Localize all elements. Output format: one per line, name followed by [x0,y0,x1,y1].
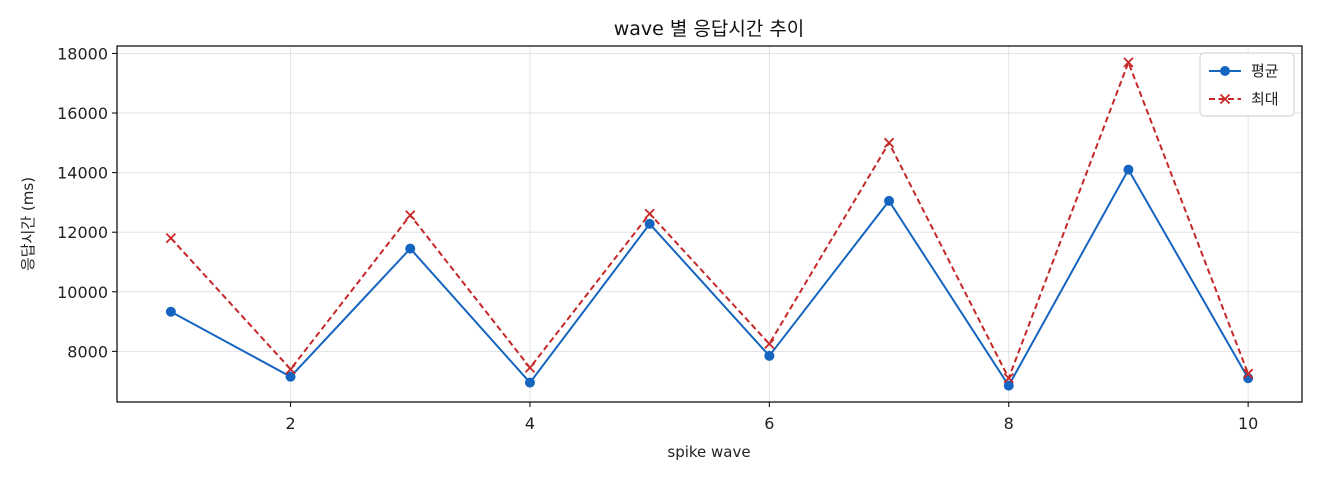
data-point [524,362,536,373]
data-point [884,195,895,206]
data-point [1123,57,1134,68]
plot-frame [116,45,1303,403]
y-tick-label: 10000 [57,283,108,302]
x-tick-label: 8 [1004,414,1014,433]
data-point [1123,164,1134,175]
y-tick-label: 18000 [57,44,108,63]
legend-marker [1219,93,1231,105]
series-평균 [165,164,1254,391]
grid [117,46,1302,402]
legend-marker [1220,66,1230,76]
x-axis-ticks: 2 4 6 8 10 [285,402,1258,433]
x-tick-label: 10 [1238,414,1258,433]
data-point [1003,373,1014,384]
series-line [170,168,1249,387]
y-axis-ticks: 8000 10000 12000 14000 16000 18000 [57,44,117,361]
series-최대 [165,57,1254,384]
data-point [764,338,775,350]
data-point [644,218,655,229]
legend-label: 평균 [1251,62,1279,80]
y-axis-label: 응답시간 (ms) [19,177,37,271]
data-point [883,137,895,148]
legend-entry: 평균 [1209,62,1279,80]
data-point [405,243,416,254]
series-line [170,61,1250,380]
data-point [1003,380,1014,391]
data-point [764,350,775,361]
x-tick-label: 4 [525,414,535,433]
y-tick-label: 12000 [57,223,108,242]
chart-title: wave 별 응답시간 추이 [614,18,805,40]
legend-label: 최대 [1251,90,1279,108]
data-point [524,377,535,388]
x-axis-label: spike wave [667,443,750,461]
data-point [165,306,176,317]
series-layer [165,57,1254,391]
legend-box [1199,52,1295,117]
data-point [285,371,296,382]
data-point [165,233,177,244]
y-tick-label: 16000 [57,104,108,123]
data-point [285,364,296,375]
legend-entry: 최대 [1209,90,1279,108]
x-tick-label: 6 [764,414,774,433]
data-point [1243,368,1254,379]
y-tick-label: 14000 [57,164,108,183]
y-tick-label: 8000 [67,342,108,361]
data-point [405,210,416,221]
data-point [644,208,655,219]
x-tick-label: 2 [285,414,295,433]
